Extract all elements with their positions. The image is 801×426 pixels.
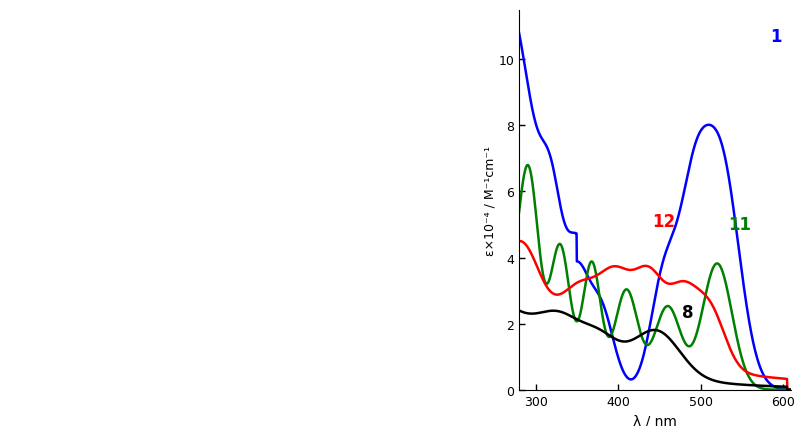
Text: 11: 11 [728,216,751,234]
Text: 12: 12 [652,213,675,230]
X-axis label: λ / nm: λ / nm [634,413,677,426]
Text: 1: 1 [770,28,782,46]
Text: 8: 8 [682,303,694,321]
Y-axis label: ε×10⁻⁴ / M⁻¹cm⁻¹: ε×10⁻⁴ / M⁻¹cm⁻¹ [484,145,497,255]
